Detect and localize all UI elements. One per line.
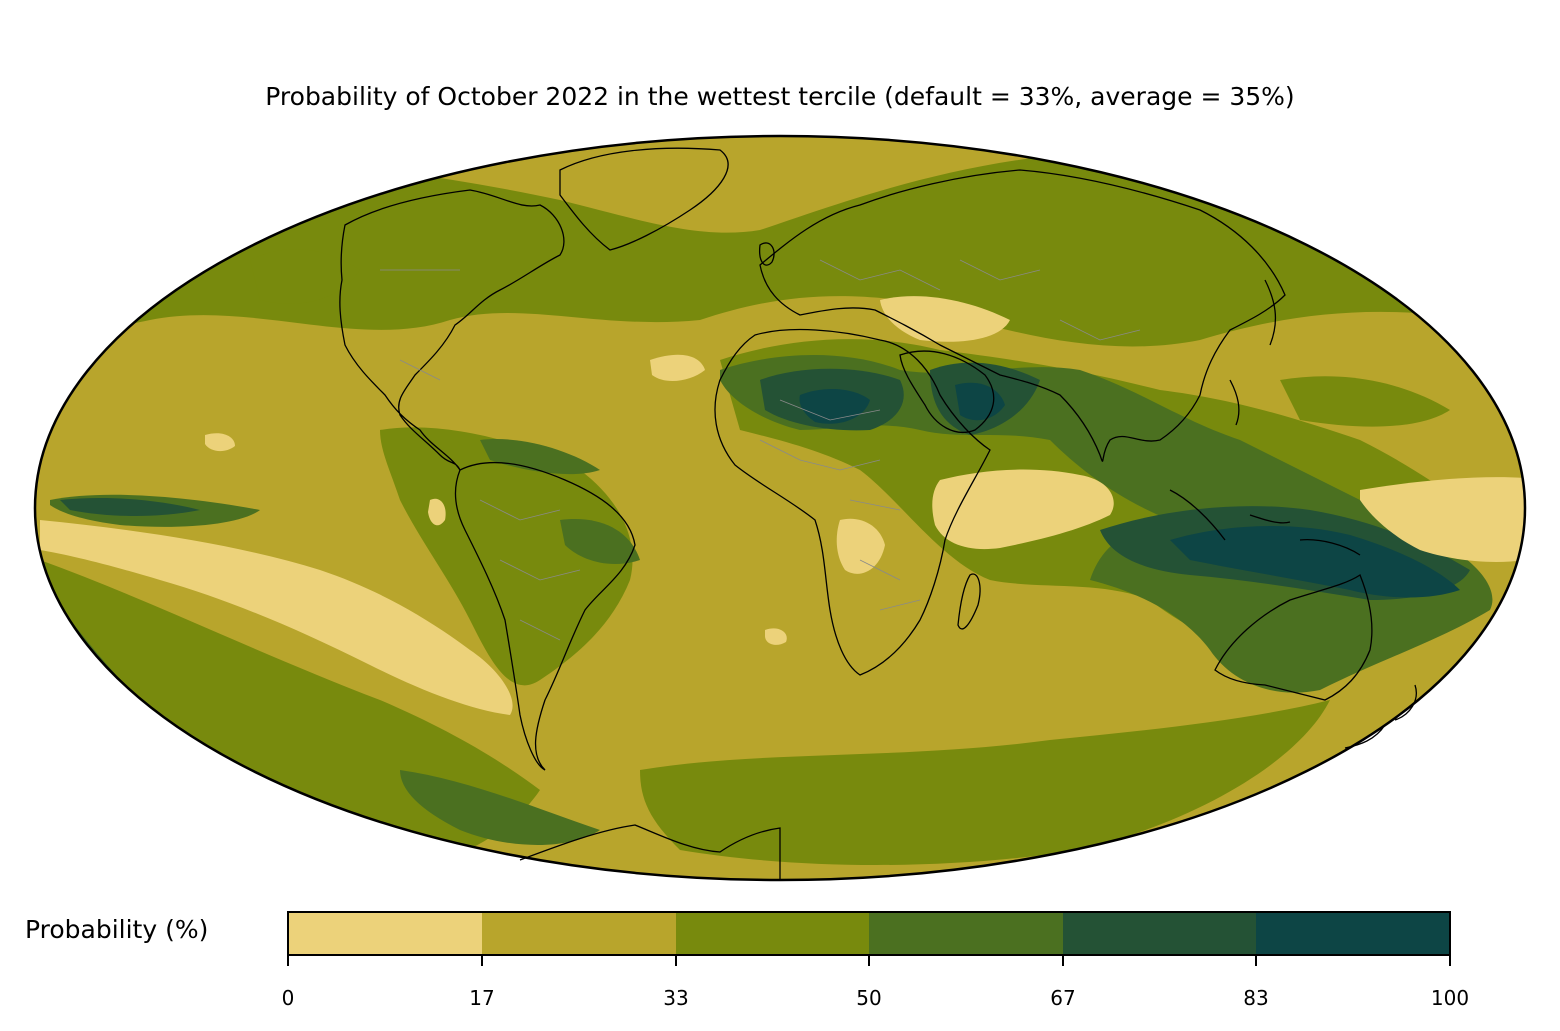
coastline-africa xyxy=(714,328,991,676)
colorbar-tick-label: 100 xyxy=(1430,986,1470,1010)
field-region xyxy=(932,469,1114,550)
field-region xyxy=(1360,477,1525,562)
colorbar-tick-label: 67 xyxy=(1050,986,1076,1010)
border-line xyxy=(759,399,921,611)
coastline-south-america xyxy=(454,461,636,771)
colorbar-bin-67-83 xyxy=(1063,912,1256,955)
border-line xyxy=(819,259,1141,341)
coastline-arabia xyxy=(899,350,995,434)
globe-outline xyxy=(33,134,1527,882)
probability-field xyxy=(35,136,1525,880)
coastline-uk xyxy=(759,242,775,266)
colorbar-bin-83-100 xyxy=(1256,912,1450,955)
field-region xyxy=(205,433,235,452)
colorbar xyxy=(287,911,1451,966)
colorbar-label: Probability (%) xyxy=(25,915,209,944)
field-region xyxy=(1170,525,1460,598)
field-region xyxy=(640,700,1330,865)
coastline-australia xyxy=(1214,574,1373,701)
coastlines xyxy=(339,147,1417,880)
colorbar-tick-label: 83 xyxy=(1243,986,1269,1010)
colorbar-tick-label: 0 xyxy=(281,986,295,1010)
colorbar-bin-50-67 xyxy=(869,912,1063,955)
field-region xyxy=(880,296,1010,342)
coastline-indonesia xyxy=(1169,489,1361,556)
coastline-greenland xyxy=(559,147,729,251)
colorbar-bin-33-50 xyxy=(676,912,869,955)
colorbar-tick-label: 50 xyxy=(856,986,882,1010)
coastline-eurasia xyxy=(759,169,1286,462)
colorbar-tick-label: 33 xyxy=(663,986,689,1010)
border-line xyxy=(380,269,460,381)
field-region xyxy=(250,249,360,304)
border-line xyxy=(479,499,581,641)
field-region xyxy=(380,427,633,686)
field-region xyxy=(480,439,600,475)
field-region xyxy=(560,519,640,565)
map-title: Probability of October 2022 in the wette… xyxy=(265,82,1295,111)
coastline-madagascar xyxy=(957,573,981,630)
coastline-antarctica xyxy=(519,824,781,880)
colorbar-tick-label: 17 xyxy=(469,986,495,1010)
colorbar-bin-17-33 xyxy=(482,912,676,955)
field-region xyxy=(836,518,885,574)
field-region xyxy=(60,498,200,516)
coastline-north-america xyxy=(339,189,565,471)
field-region xyxy=(1280,376,1450,427)
coastline-japan xyxy=(1229,279,1277,426)
country-borders xyxy=(380,259,1141,641)
field-region xyxy=(400,770,600,845)
field-region xyxy=(765,628,787,645)
field-region xyxy=(720,355,1493,693)
field-region xyxy=(40,520,513,715)
field-region xyxy=(428,498,446,526)
colorbar-bin-0-17 xyxy=(288,912,482,955)
field-region xyxy=(650,354,705,382)
